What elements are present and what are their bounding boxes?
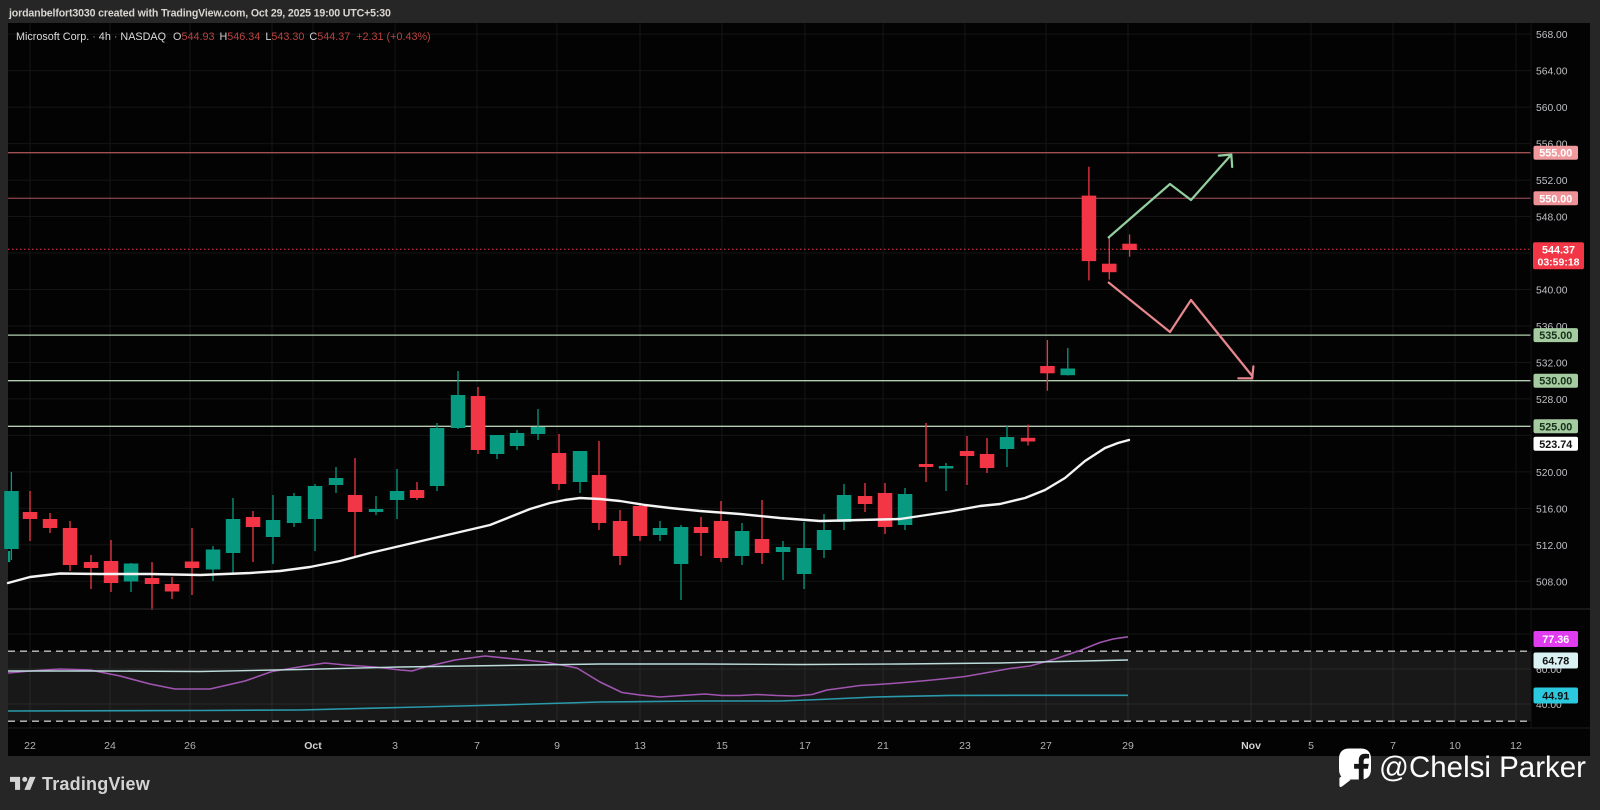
svg-text:77.36: 77.36 xyxy=(1542,634,1569,646)
svg-text:550.00: 550.00 xyxy=(1539,193,1572,205)
svg-text:556.00: 556.00 xyxy=(1536,140,1568,151)
svg-text:525.00: 525.00 xyxy=(1539,421,1572,433)
svg-text:568.00: 568.00 xyxy=(1536,30,1568,41)
svg-text:Oct: Oct xyxy=(304,740,322,752)
svg-text:60.00: 60.00 xyxy=(1536,665,1562,676)
svg-text:17: 17 xyxy=(799,740,811,752)
svg-text:10: 10 xyxy=(1449,740,1461,752)
svg-text:520.00: 520.00 xyxy=(1536,468,1568,479)
svg-text:@Chelsi Parker: @Chelsi Parker xyxy=(1379,751,1586,784)
svg-text:21: 21 xyxy=(877,740,889,752)
svg-text:508.00: 508.00 xyxy=(1536,577,1568,588)
svg-text:5: 5 xyxy=(1308,740,1314,752)
svg-text:24: 24 xyxy=(104,740,116,752)
svg-text:9: 9 xyxy=(554,740,560,752)
svg-text:Microsoft Corp. · 4h · NASDAQ: Microsoft Corp. · 4h · NASDAQ O544.93 H54… xyxy=(16,31,431,43)
svg-text:13: 13 xyxy=(634,740,646,752)
svg-text:27: 27 xyxy=(1040,740,1052,752)
svg-text:544.37: 544.37 xyxy=(1542,245,1575,257)
svg-text:22: 22 xyxy=(24,740,36,752)
svg-text:564.00: 564.00 xyxy=(1536,67,1568,78)
svg-text:23: 23 xyxy=(959,740,971,752)
svg-text:7: 7 xyxy=(1390,740,1396,752)
svg-text:29: 29 xyxy=(1122,740,1134,752)
svg-text:jordanbelfort3030 created with: jordanbelfort3030 created with TradingVi… xyxy=(8,8,391,20)
svg-text:26: 26 xyxy=(184,740,196,752)
svg-text:535.00: 535.00 xyxy=(1539,330,1572,342)
svg-text:TradingView: TradingView xyxy=(42,774,151,794)
svg-text:536.00: 536.00 xyxy=(1536,322,1568,333)
svg-text:560.00: 560.00 xyxy=(1536,103,1568,114)
svg-text:7: 7 xyxy=(474,740,480,752)
svg-text:523.74: 523.74 xyxy=(1539,439,1572,451)
svg-text:3: 3 xyxy=(392,740,398,752)
svg-text:528.00: 528.00 xyxy=(1536,395,1568,406)
svg-text:Nov: Nov xyxy=(1241,740,1261,752)
svg-text:512.00: 512.00 xyxy=(1536,541,1568,552)
svg-text:552.00: 552.00 xyxy=(1536,176,1568,187)
svg-text:516.00: 516.00 xyxy=(1536,504,1568,515)
svg-text:44.91: 44.91 xyxy=(1542,691,1569,703)
svg-text:540.00: 540.00 xyxy=(1536,286,1568,297)
svg-text:40.00: 40.00 xyxy=(1536,700,1562,711)
svg-text:548.00: 548.00 xyxy=(1536,213,1568,224)
svg-text:530.00: 530.00 xyxy=(1539,376,1572,388)
svg-text:532.00: 532.00 xyxy=(1536,359,1568,370)
svg-text:64.78: 64.78 xyxy=(1542,656,1569,668)
svg-text:12: 12 xyxy=(1510,740,1522,752)
svg-text:15: 15 xyxy=(716,740,728,752)
svg-text:03:59:18: 03:59:18 xyxy=(1537,256,1579,268)
svg-text:555.00: 555.00 xyxy=(1539,148,1572,160)
